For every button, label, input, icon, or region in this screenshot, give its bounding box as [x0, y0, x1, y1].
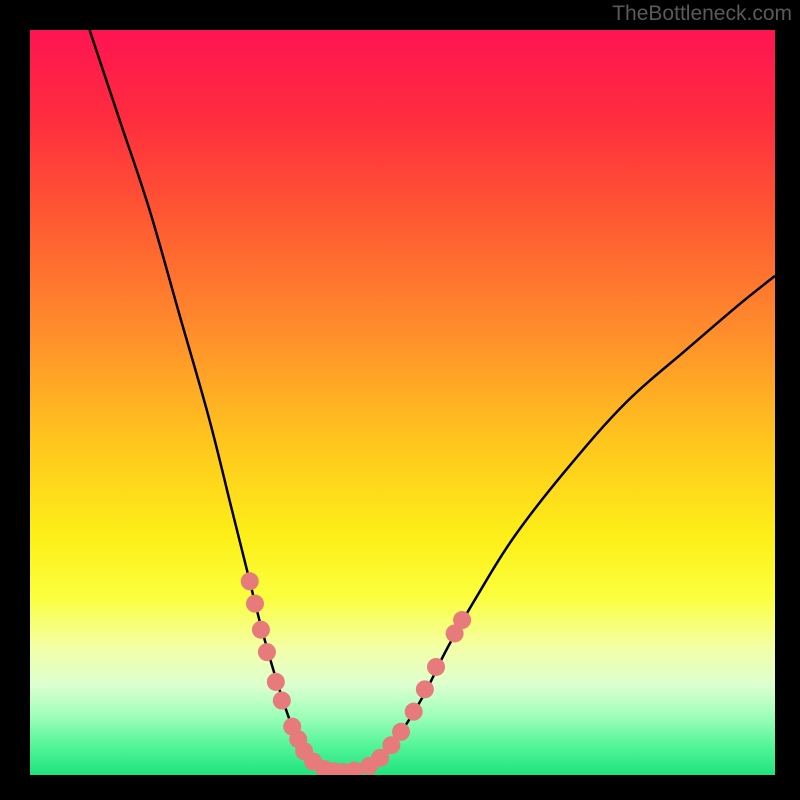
gradient-background: [30, 30, 775, 775]
data-marker: [252, 621, 270, 639]
data-marker: [392, 723, 410, 741]
data-marker: [258, 643, 276, 661]
data-marker: [416, 680, 434, 698]
data-marker: [453, 611, 471, 629]
chart-svg: [30, 30, 775, 775]
data-marker: [405, 703, 423, 721]
plot-area: [30, 30, 775, 775]
data-marker: [427, 658, 445, 676]
data-marker: [273, 692, 291, 710]
data-marker: [241, 572, 259, 590]
watermark-text: TheBottleneck.com: [612, 2, 792, 26]
data-marker: [267, 673, 285, 691]
data-marker: [246, 595, 264, 613]
